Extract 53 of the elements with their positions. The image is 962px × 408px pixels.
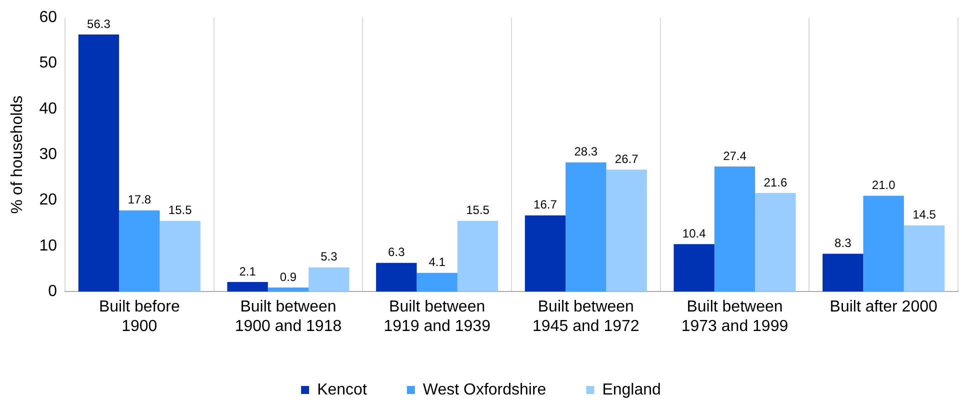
legend-label: England bbox=[602, 381, 661, 398]
bar bbox=[524, 215, 566, 292]
data-label: 56.3 bbox=[87, 16, 111, 31]
bar bbox=[904, 225, 945, 292]
bar bbox=[863, 196, 904, 292]
data-label: 15.5 bbox=[168, 203, 192, 218]
data-label: 17.8 bbox=[128, 192, 152, 207]
x-tick-label: Built between 1900 and 1918 bbox=[234, 298, 342, 335]
bar bbox=[822, 254, 864, 292]
bar bbox=[308, 267, 350, 292]
data-label: 10.4 bbox=[682, 226, 706, 240]
data-label: 6.3 bbox=[388, 245, 406, 260]
bar bbox=[606, 170, 647, 292]
bar bbox=[78, 34, 120, 292]
y-tick-label: 20 bbox=[39, 192, 58, 209]
bar bbox=[566, 162, 606, 292]
y-axis-title: % of households bbox=[9, 95, 26, 214]
x-tick-label: Built between 1945 and 1972 bbox=[532, 298, 640, 335]
bar bbox=[457, 220, 498, 292]
data-label: 26.7 bbox=[614, 152, 639, 166]
data-label: 5.3 bbox=[320, 250, 338, 264]
bar bbox=[119, 210, 160, 292]
data-label: 8.3 bbox=[834, 236, 852, 250]
bar bbox=[416, 272, 458, 292]
x-tick-label: Built after 2000 bbox=[830, 298, 938, 316]
legend-label: West Oxfordshire bbox=[422, 381, 546, 398]
x-tick-label: Built between 1919 and 1939 bbox=[384, 298, 491, 335]
data-label: 4.1 bbox=[428, 255, 446, 270]
bar bbox=[714, 166, 756, 292]
y-tick-label: 10 bbox=[39, 237, 58, 254]
data-label: 2.1 bbox=[239, 264, 256, 278]
legend-label: Kencot bbox=[317, 381, 368, 398]
x-tick-label: Built between 1973 and 1999 bbox=[681, 298, 788, 335]
data-label: 21.6 bbox=[764, 175, 788, 190]
bar bbox=[755, 192, 796, 292]
y-tick-label: 60 bbox=[39, 9, 58, 26]
data-label: 0.9 bbox=[280, 270, 297, 284]
y-tick-label: 30 bbox=[39, 146, 58, 164]
bar bbox=[160, 220, 200, 292]
y-tick-label: 50 bbox=[39, 54, 58, 72]
data-label: 15.5 bbox=[466, 203, 490, 218]
bar bbox=[376, 262, 417, 292]
bar bbox=[674, 244, 714, 292]
x-tick-label: Built before 1900 bbox=[98, 298, 180, 335]
bar bbox=[268, 287, 309, 292]
y-tick-label: 0 bbox=[48, 283, 58, 300]
data-label: 14.5 bbox=[912, 208, 936, 222]
data-label: 28.3 bbox=[574, 144, 598, 159]
data-label: 21.0 bbox=[872, 178, 896, 192]
data-label: 27.4 bbox=[723, 148, 747, 163]
bar bbox=[227, 282, 268, 292]
y-tick-label: 40 bbox=[39, 100, 58, 118]
data-label: 16.7 bbox=[534, 198, 558, 212]
